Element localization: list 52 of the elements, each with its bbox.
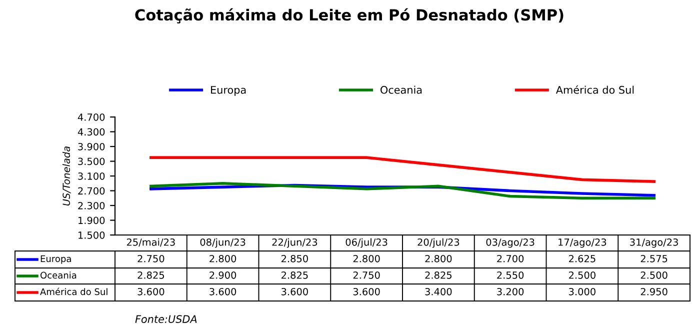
y-tick-label: 3.100 bbox=[78, 172, 105, 180]
line-series bbox=[150, 182, 656, 200]
data-label: 3.600 bbox=[282, 288, 308, 296]
y-tick-label: 4.300 bbox=[78, 128, 105, 136]
y-axis-title: US/Tonelada bbox=[62, 146, 71, 206]
data-label: 2.800 bbox=[210, 254, 236, 262]
data-label: 3.600 bbox=[138, 288, 164, 296]
data-label: 2.500 bbox=[640, 271, 668, 279]
data-label: 2.550 bbox=[497, 271, 524, 279]
data-label: 2.825 bbox=[281, 271, 308, 279]
data-label: 2.700 bbox=[497, 254, 524, 262]
data-label: 2.500 bbox=[568, 271, 596, 279]
data-label: 2.825 bbox=[138, 271, 164, 279]
x-tick-label: 25/mai/23 bbox=[126, 238, 175, 247]
data-label: 2.950 bbox=[640, 288, 668, 296]
x-tick-label: 22/jun/23 bbox=[272, 238, 318, 248]
legend-label: Europa bbox=[211, 86, 246, 96]
data-label: 3.000 bbox=[569, 288, 596, 296]
data-label: 3.400 bbox=[425, 288, 452, 296]
text: Oceania bbox=[40, 272, 76, 279]
y-tick-label: 3.500 bbox=[78, 158, 105, 166]
data-label: 3.600 bbox=[353, 288, 380, 296]
x-tick-label: 31/ago/23 bbox=[630, 238, 678, 248]
data-label: 2.750 bbox=[353, 271, 380, 279]
line-series bbox=[150, 156, 656, 183]
text: Europa bbox=[40, 255, 71, 264]
data-label: 2.750 bbox=[138, 254, 164, 262]
data-label: 2.850 bbox=[281, 254, 308, 262]
x-tick-label: 17/ago/23 bbox=[558, 238, 606, 248]
legend-label: Oceania bbox=[380, 86, 422, 94]
y-tick-label: 2.700 bbox=[78, 187, 105, 195]
x-tick-label: 06/jul/23 bbox=[346, 238, 388, 248]
x-tick-label: 08/jun/23 bbox=[200, 238, 246, 248]
y-tick-label: 3.900 bbox=[78, 142, 105, 150]
data-label: 2.825 bbox=[425, 271, 452, 279]
y-tick-label: 4.700 bbox=[78, 113, 105, 121]
data-label: 2.800 bbox=[353, 254, 380, 262]
data-label: 3.600 bbox=[210, 288, 236, 296]
chart-title: Cotação máxima do Leite em Pó Desnatado (SMP) bbox=[135, 8, 564, 24]
y-tick-label: 1.900 bbox=[78, 216, 105, 224]
data-label: 2.800 bbox=[425, 254, 452, 262]
y-tick-label: 2.300 bbox=[78, 202, 105, 210]
text: América do Sul bbox=[40, 288, 108, 296]
legend-label: América do Sul bbox=[556, 85, 634, 94]
data-label: 2.625 bbox=[568, 254, 596, 262]
source-note: Fonte:USDA bbox=[135, 315, 197, 324]
y-tick-label: 1.500 bbox=[78, 231, 105, 239]
x-tick-label: 20/jul/23 bbox=[418, 238, 460, 248]
data-label: 2.900 bbox=[210, 271, 236, 279]
data-label: 3.200 bbox=[497, 288, 524, 296]
data-label: 2.575 bbox=[640, 254, 668, 262]
x-tick-label: 03/ago/23 bbox=[486, 238, 534, 248]
